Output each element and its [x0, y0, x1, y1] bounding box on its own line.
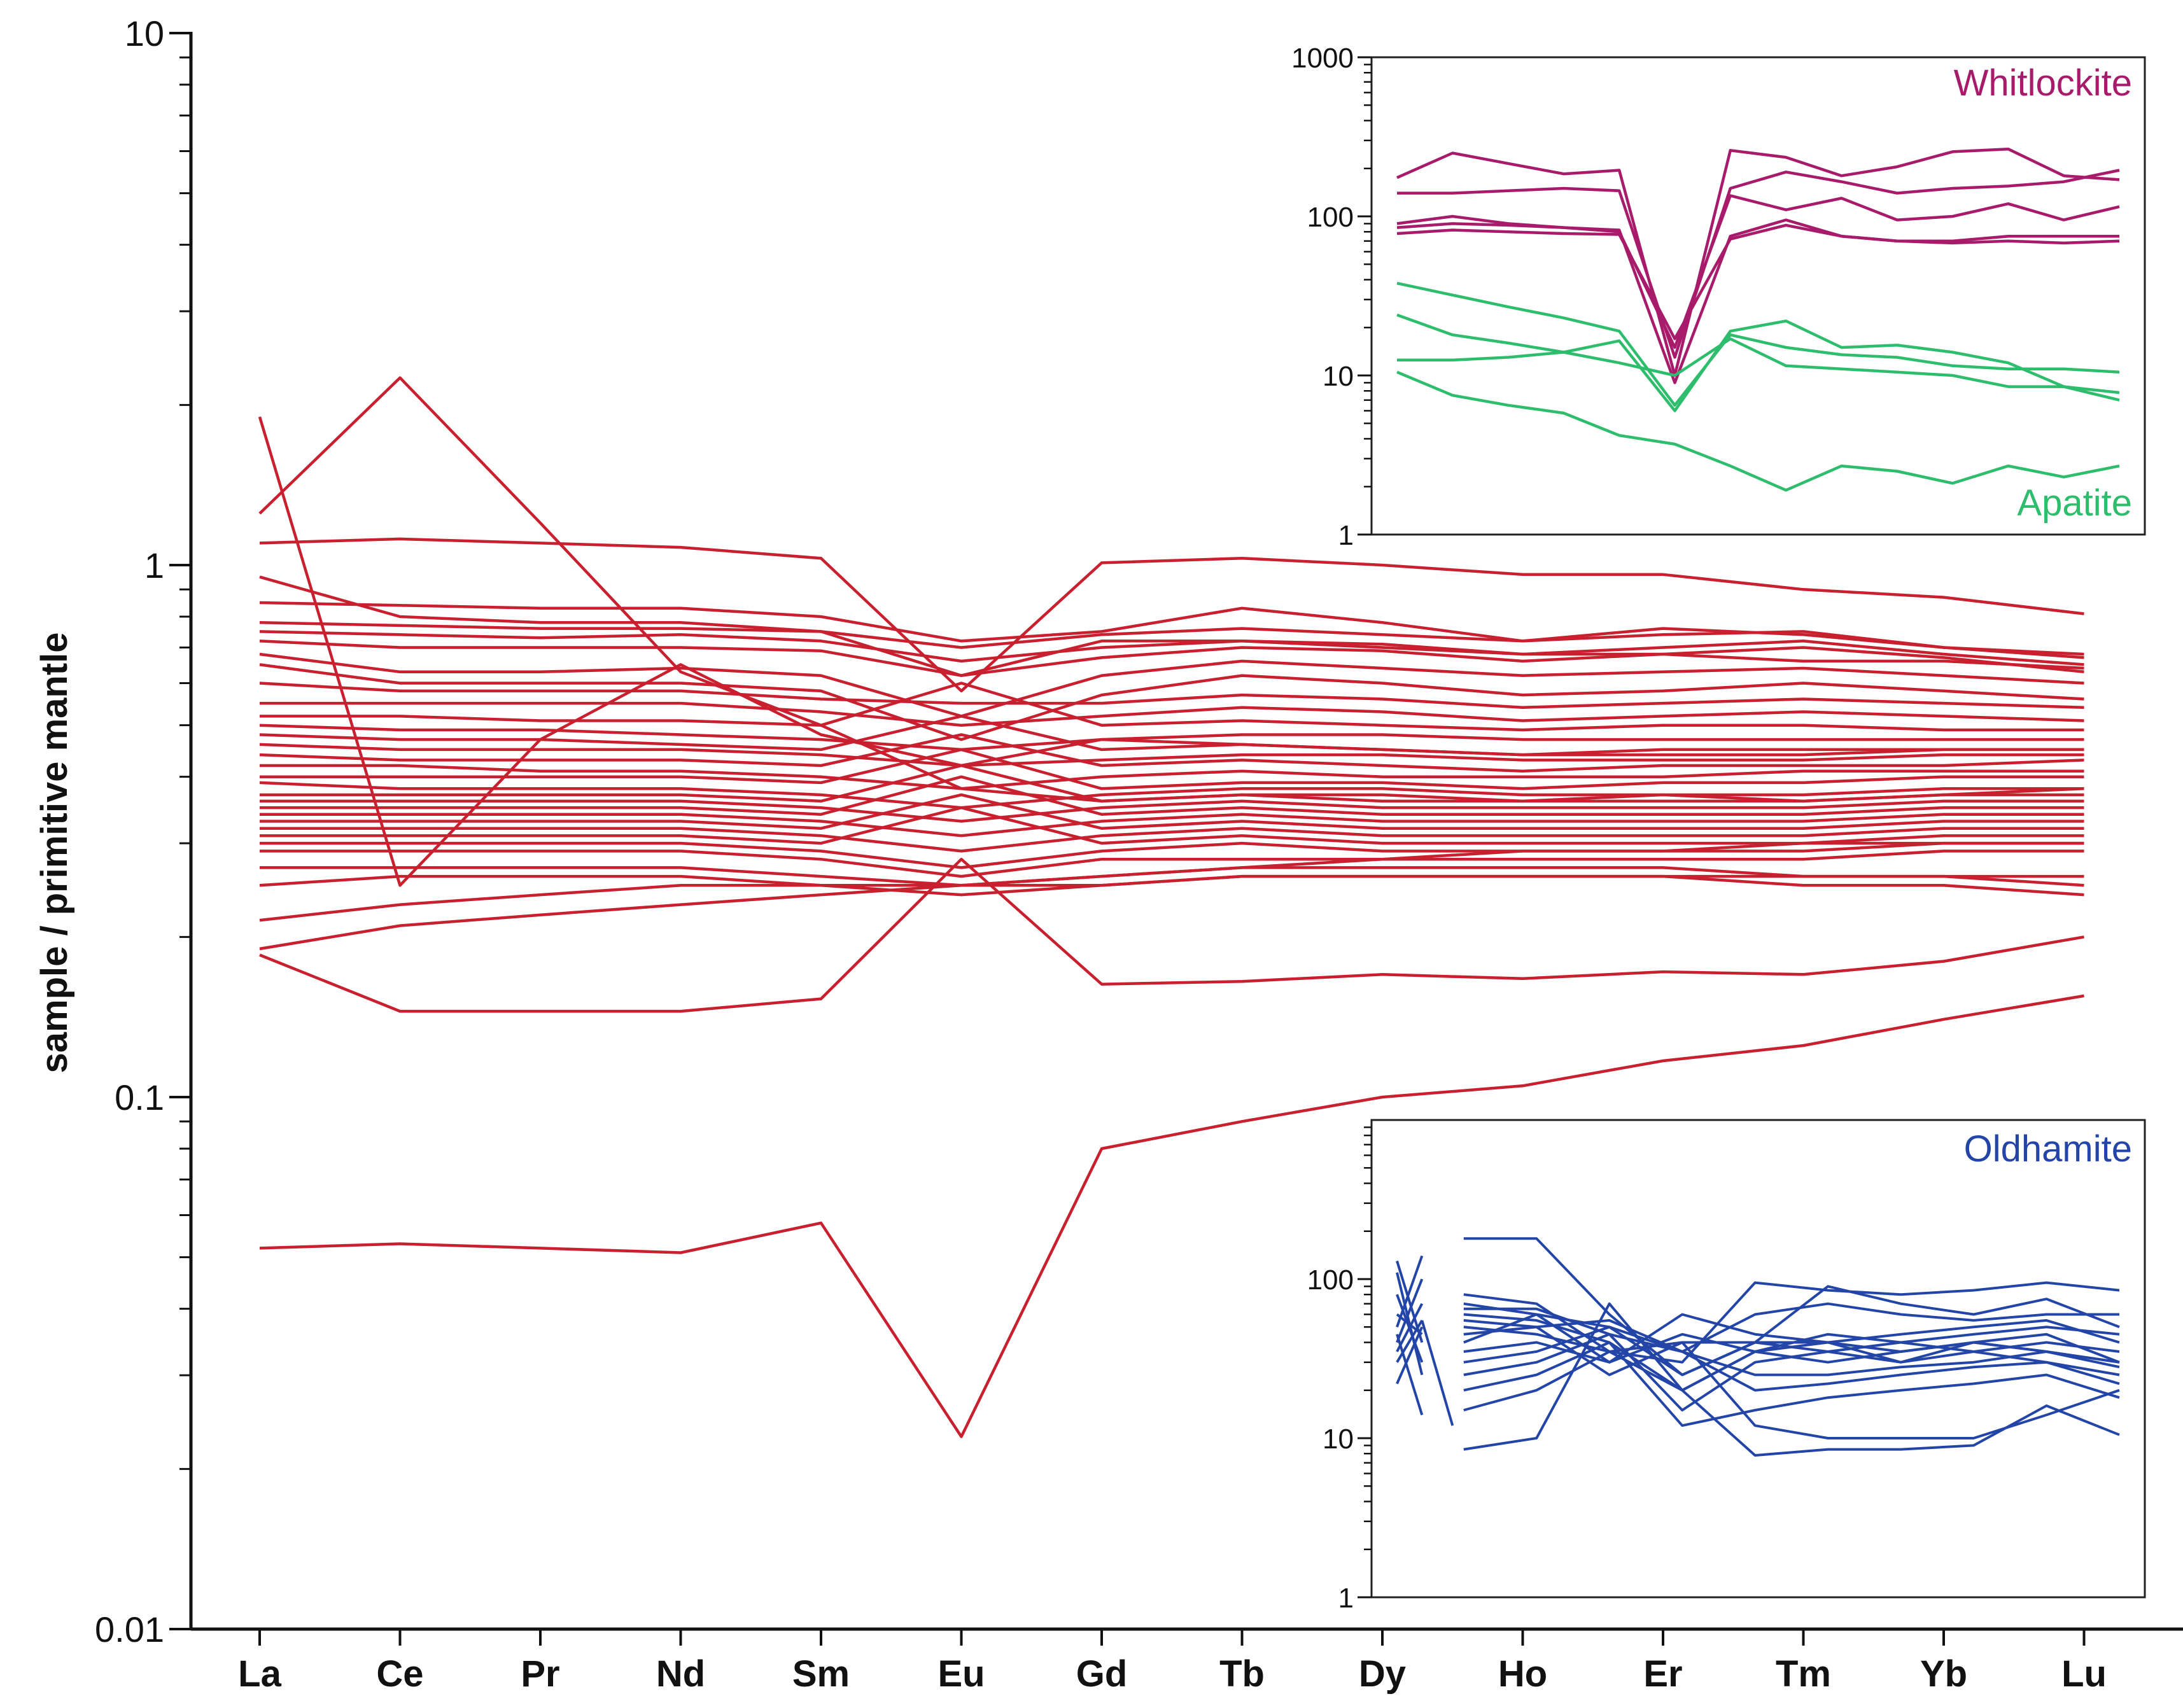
main-axes	[189, 32, 2183, 1631]
main-series-24	[260, 813, 2084, 837]
main-series-lines	[258, 376, 2084, 1438]
main-series-29	[260, 850, 2084, 878]
main-series-13	[260, 682, 2084, 732]
apatite-series-4	[1396, 370, 2120, 492]
x-tick-label-ho: Ho	[1498, 1653, 1547, 1695]
y-tick-label: 1	[144, 545, 164, 585]
x-tick-label-nd: Nd	[656, 1653, 705, 1695]
main-series-22	[260, 799, 2084, 823]
main-series-17	[259, 733, 2084, 773]
y-axis-title: sample / primitive mantle	[34, 632, 75, 1073]
inset1-y-tick-label: 100	[1307, 202, 1354, 233]
main-x-ticks: La Ce Pr Nd Sm Eu Gd Tb Dy Ho Er Tm Yb Lu	[238, 1629, 2107, 1695]
whitlockite-series-4	[1396, 218, 2119, 384]
main-series-14	[259, 724, 2084, 752]
oldhamite-series-9	[1463, 1285, 2120, 1376]
x-tick-label-eu: Eu	[937, 1653, 985, 1695]
main-series-3	[259, 537, 2084, 693]
main-series-7	[259, 630, 2084, 666]
inset-oldhamite: 1 10 100 Oldhamite	[1307, 1119, 2146, 1614]
oldhamite-series-2	[1463, 1293, 2120, 1392]
oldhamite-series-7	[1463, 1281, 2120, 1364]
oldhamite-series-15	[1463, 1302, 2120, 1457]
main-series-10	[259, 663, 2084, 741]
oldhamite-la-ce-segment-9	[1396, 1326, 1424, 1385]
main-series-32	[259, 874, 2084, 922]
main-series-21	[260, 764, 2084, 803]
oldhamite-dip-segment-1	[1421, 1320, 1454, 1426]
oldhamite-label: Oldhamite	[1964, 1128, 2132, 1170]
y-tick-label: 0.1	[115, 1077, 164, 1117]
inset2-y-ticks: 1 10 100	[1307, 1126, 1372, 1614]
main-series-4	[259, 575, 2084, 677]
apatite-label: Apatite	[2017, 482, 2132, 524]
main-series-9	[259, 652, 2084, 718]
inset2-series-lines	[1396, 1237, 2120, 1457]
inset1-y-tick-label: 10	[1323, 361, 1354, 392]
oldhamite-series-5	[1463, 1313, 2120, 1392]
inset1-frame	[1370, 56, 2146, 536]
oldhamite-la-ce-segment-10	[1396, 1334, 1424, 1416]
oldhamite-series-8	[1463, 1302, 2119, 1353]
whitlockite-series-5	[1396, 223, 2120, 340]
inset1-series-lines	[1396, 147, 2120, 492]
y-tick-label: 10	[125, 13, 164, 53]
x-tick-label-pr: Pr	[521, 1653, 559, 1695]
x-tick-label-la: La	[238, 1653, 281, 1695]
inset2-y-tick-label: 10	[1323, 1424, 1354, 1455]
oldhamite-la-ce-segment-6	[1396, 1278, 1424, 1343]
inset1-y-tick-label: 1	[1338, 520, 1354, 551]
main-series-12	[260, 701, 2084, 727]
main-series-11	[259, 682, 2084, 709]
x-tick-label-dy: Dy	[1359, 1653, 1406, 1695]
main-series-33	[259, 841, 2084, 951]
inset1-y-tick-label: 1000	[1291, 43, 1354, 74]
oldhamite-series-11	[1463, 1326, 2120, 1376]
inset-whitlockite-apatite: 1 10 100 1000 Whitlockite Apatite	[1291, 43, 2146, 551]
inset2-y-tick-label: 100	[1307, 1264, 1354, 1296]
oldhamite-series-13	[1463, 1341, 2120, 1427]
whitlockite-series-1	[1396, 147, 2120, 377]
x-tick-label-sm: Sm	[792, 1653, 850, 1695]
main-series-15	[259, 715, 2084, 757]
x-tick-label-lu: Lu	[2061, 1653, 2107, 1695]
oldhamite-la-ce-segment-8	[1396, 1319, 1424, 1363]
main-y-ticks: 0.01 0.1 1 10	[95, 13, 191, 1649]
inset2-y-tick-label: 1	[1338, 1583, 1354, 1614]
whitlockite-series-2	[1397, 169, 2120, 359]
main-series-16	[259, 743, 2084, 767]
main-series-19	[260, 748, 2084, 790]
main-series-8	[259, 640, 2084, 677]
x-tick-label-yb: Yb	[1920, 1653, 1967, 1695]
main-series-23	[260, 775, 2084, 816]
x-tick-label-gd: Gd	[1076, 1653, 1128, 1695]
x-tick-label-er: Er	[1643, 1653, 1682, 1695]
main-series-18	[260, 764, 2084, 790]
inset1-y-ticks: 1 10 100 1000	[1291, 43, 1372, 551]
main-series-6	[259, 620, 2084, 659]
x-tick-label-tm: Tm	[1776, 1653, 1831, 1695]
x-tick-label-tb: Tb	[1219, 1653, 1265, 1695]
whitlockite-label: Whitlockite	[1954, 62, 2132, 104]
oldhamite-series-12	[1463, 1333, 2120, 1392]
oldhamite-series-10	[1463, 1333, 2120, 1364]
apatite-series-2	[1396, 313, 2120, 395]
main-series-1	[258, 416, 2084, 887]
x-tick-label-ce: Ce	[376, 1653, 423, 1695]
main-series-20	[259, 781, 2084, 809]
y-tick-label: 0.01	[95, 1609, 164, 1649]
main-series-28	[260, 841, 2084, 869]
apatite-series-1	[1396, 281, 2120, 407]
main-series-26	[260, 827, 2084, 853]
main-series-25	[260, 793, 2084, 830]
oldhamite-la-ce-segment-5	[1396, 1255, 1424, 1327]
apatite-series-3	[1397, 319, 2120, 412]
main-series-35	[259, 994, 2084, 1438]
main-series-5	[259, 601, 2084, 656]
main-series-34	[259, 857, 2084, 1013]
